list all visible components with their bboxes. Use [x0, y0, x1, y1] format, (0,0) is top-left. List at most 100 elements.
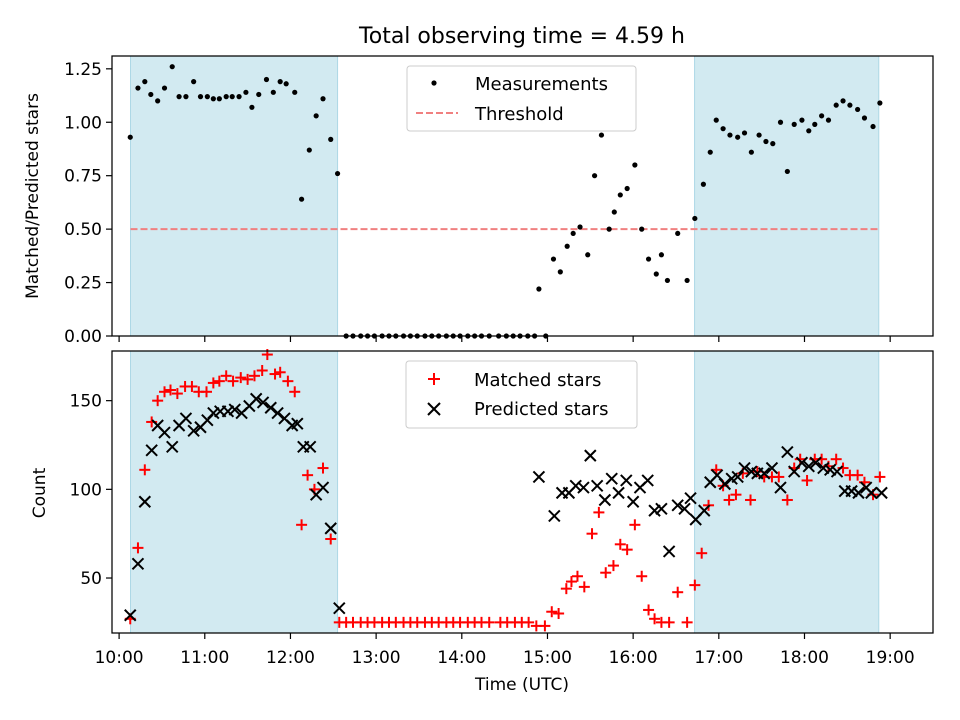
- y-tick-label: 1.25: [64, 60, 102, 80]
- matched-star-point: [152, 395, 164, 407]
- top-legend-box: [406, 65, 637, 132]
- top-panel: 0.00 0.25 0.50 0.75 1.00 1.25 Matched/Predict…: [23, 55, 934, 347]
- measurement-point: [624, 185, 630, 192]
- x-tick-label: 11:00: [180, 648, 229, 668]
- measurement-point: [135, 85, 141, 91]
- matched-star-point: [235, 372, 247, 384]
- measurement-point: [161, 85, 168, 91]
- measurement-point: [645, 256, 652, 262]
- top-legend: Measurements Threshold: [406, 65, 637, 132]
- matched-star-point: [256, 365, 268, 377]
- measurement-point: [197, 94, 204, 100]
- measurement-point: [127, 134, 133, 140]
- bottom-shaded-regions: [130, 350, 880, 634]
- measurement-point: [861, 115, 868, 121]
- measurement-point: [591, 173, 598, 179]
- measurement-point: [277, 79, 283, 85]
- measurement-point: [176, 94, 182, 100]
- x-tick-label: 13:00: [352, 648, 401, 668]
- matched-star-point: [830, 453, 842, 465]
- measurement-point: [855, 106, 861, 113]
- x-tick-label: 14:00: [437, 648, 486, 668]
- measurement-point: [223, 94, 229, 100]
- predicted-star-point: [548, 509, 561, 523]
- predicted-star-point: [698, 504, 711, 517]
- measurement-point: [700, 181, 706, 187]
- predicted-star-point: [228, 403, 241, 416]
- measurement-point: [617, 192, 623, 198]
- predicted-star-point: [809, 456, 822, 469]
- matched-star-point: [730, 489, 742, 501]
- measurement-point: [770, 141, 776, 147]
- predicted-star-point: [590, 479, 604, 492]
- measurement-point: [877, 100, 883, 106]
- matched-star-point: [874, 471, 886, 483]
- measurement-point: [735, 134, 741, 140]
- matched-star-point: [745, 494, 757, 506]
- observing-window-1: [130, 55, 339, 337]
- measurement-point: [313, 113, 319, 119]
- legend-matched-marker: [428, 373, 440, 385]
- measurement-point: [611, 209, 617, 215]
- measurement-point: [256, 91, 262, 98]
- measurement-point: [632, 162, 638, 168]
- measurement-point: [664, 277, 671, 284]
- measurement-point: [812, 121, 818, 127]
- matched-star-point: [546, 606, 558, 618]
- measurement-point: [707, 149, 713, 155]
- measurement-point: [328, 136, 334, 142]
- predicted-star-point: [316, 481, 330, 494]
- matched-star-point: [296, 519, 308, 531]
- predicted-star-point: [641, 474, 654, 487]
- matched-star-point: [643, 604, 655, 616]
- matched-star-point: [781, 494, 793, 506]
- bottom-y-axis-label: Count: [30, 467, 50, 518]
- matched-star-point: [794, 453, 806, 465]
- measurement-point: [142, 79, 148, 85]
- top-shaded-regions: [130, 55, 880, 337]
- x-tick-label: 17:00: [694, 648, 743, 668]
- predicted-star-point: [765, 461, 779, 475]
- x-tick-label: 10:00: [95, 648, 144, 668]
- matched-star-point: [220, 370, 232, 382]
- measurement-point: [191, 79, 197, 85]
- measurement-point: [741, 130, 748, 136]
- predicted-star-point: [598, 493, 612, 507]
- x-tick-label: 18:00: [780, 648, 829, 668]
- predicted-star-point: [166, 440, 179, 453]
- matched-star-point: [600, 567, 612, 579]
- y-tick-label: 0.75: [64, 167, 102, 187]
- matched-star-point: [593, 506, 605, 518]
- matched-star-point: [636, 570, 648, 582]
- measurement-point: [148, 91, 154, 98]
- measurement-point: [210, 96, 216, 102]
- x-tick-label: 15:00: [523, 648, 572, 668]
- measurement-point: [756, 132, 762, 138]
- measurement-point: [598, 132, 605, 138]
- bottom-y-ticks: 50 100 150: [70, 392, 112, 589]
- predicted-star-point: [852, 486, 865, 500]
- measurement-point: [784, 168, 790, 175]
- predicted-star-point: [738, 461, 751, 475]
- matched-star-point: [586, 528, 598, 540]
- measurement-point: [653, 271, 659, 277]
- measurement-points: [127, 64, 883, 339]
- predicted-star-point: [662, 545, 676, 558]
- measurement-point: [292, 89, 298, 95]
- measurement-point: [334, 170, 341, 177]
- measurement-point: [570, 230, 576, 237]
- predicted-star-point: [731, 470, 744, 484]
- predicted-star-point: [138, 495, 152, 508]
- matched-star-point: [171, 388, 183, 400]
- bottom-legend: Matched stars Predicted stars: [405, 360, 638, 429]
- measurement-point: [183, 94, 189, 100]
- measurement-point: [557, 269, 563, 275]
- matched-star-point: [539, 620, 551, 632]
- top-x-ticks: [118, 336, 891, 342]
- matched-star-point: [302, 469, 314, 481]
- matched-star-point: [523, 616, 535, 628]
- x-axis-label: Time (UTC): [474, 675, 569, 695]
- matched-star-point: [248, 370, 260, 382]
- bottom-legend-box: [405, 360, 638, 429]
